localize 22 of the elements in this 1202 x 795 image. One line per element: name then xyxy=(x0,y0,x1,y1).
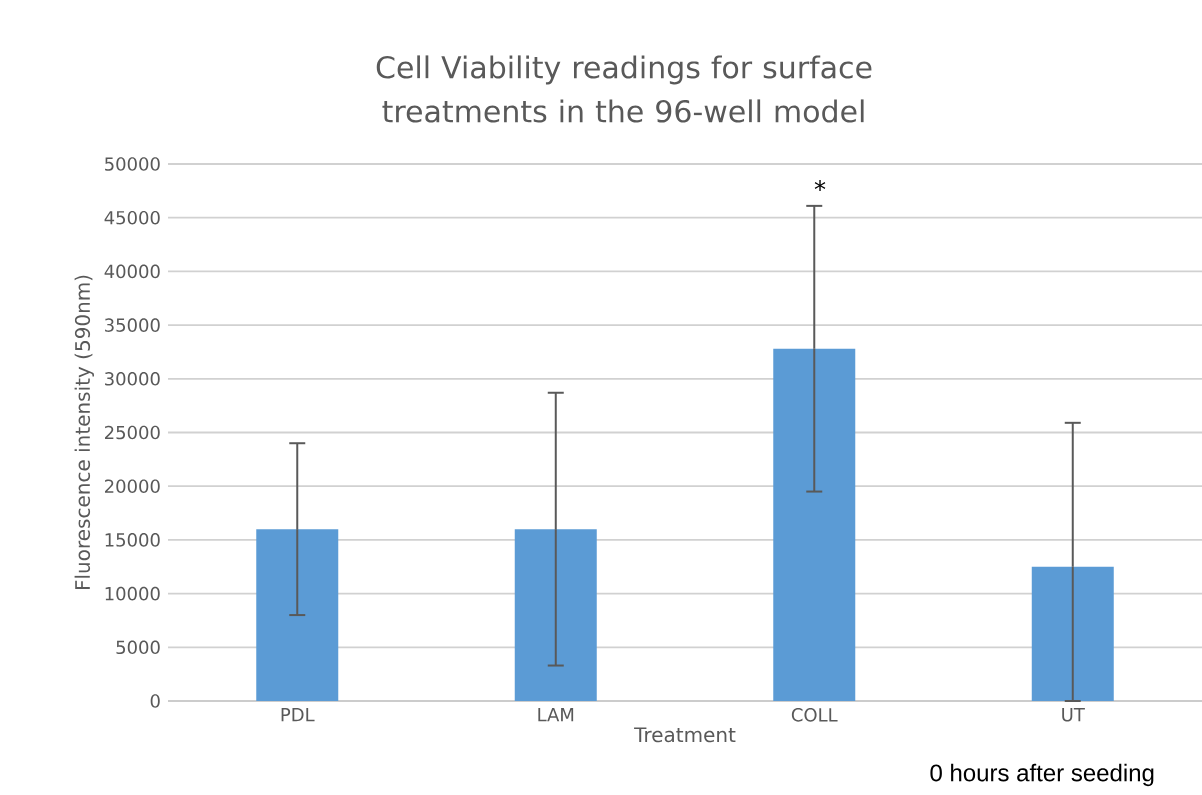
chart-title: Cell Viability readings for surface treatments in the 96-well model xyxy=(376,55,872,123)
x-tick-label: PDL xyxy=(281,708,315,722)
y-tick-label: 0 xyxy=(150,694,160,708)
y-tick-label: 20000 xyxy=(105,479,160,493)
bar xyxy=(256,529,339,701)
text: 0 hours after seeding xyxy=(930,763,1154,787)
x-tick-label: LAM xyxy=(538,708,574,722)
y-tick-label: 5000 xyxy=(116,640,160,655)
y-tick-label: 40000 xyxy=(104,264,160,279)
x-tick-label: COLL xyxy=(791,708,838,722)
y-tick-label: 25000 xyxy=(105,425,160,440)
x-tick-label: UT xyxy=(1062,708,1085,722)
y-tick-label: 15000 xyxy=(105,533,160,547)
y-tick-label: 35000 xyxy=(105,318,160,332)
annotation: * xyxy=(814,180,826,192)
y-tick-label: 45000 xyxy=(104,210,160,225)
bar xyxy=(773,348,856,701)
y-tick-label: 30000 xyxy=(105,371,160,386)
y-tick-label: 10000 xyxy=(105,586,160,601)
x-axis-title: Treatment xyxy=(634,727,736,743)
y-axis-title: Fluorescence intensity (590nm) xyxy=(74,275,94,590)
y-tick-label: 50000 xyxy=(105,157,160,171)
